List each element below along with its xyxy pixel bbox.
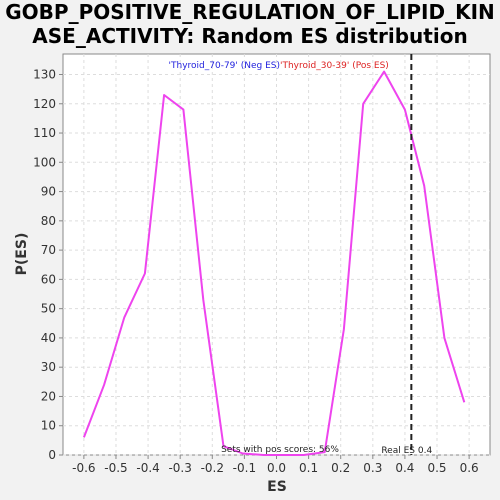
annotation-layer: Real ES 0.4 Sets with pos scores: 56% 'Thy… xyxy=(169,54,432,456)
y-axis-label: P(ES) xyxy=(14,233,30,276)
pos-scores-annotation: Sets with pos scores: 56% xyxy=(221,445,339,455)
x-tick-label: 0.0 xyxy=(267,461,286,475)
x-tick-label: 0.1 xyxy=(299,461,318,475)
y-tick-label: 10 xyxy=(41,419,56,433)
chart-title: GOBP_POSITIVE_REGULATION_OF_LIPID_KIN AS… xyxy=(0,0,500,48)
y-tick-label: 130 xyxy=(33,67,56,81)
y-tick-label: 20 xyxy=(41,389,56,403)
series-layer xyxy=(82,70,466,456)
legend-pos-es: 'Thyroid_30-39' (Pos ES) xyxy=(280,61,389,71)
x-axis: -0.6 -0.5 -0.4 -0.3 -0.2 -0.1 0.0 0.1 0.2 0.3 0.4 0… xyxy=(72,455,479,475)
chart-title-line-2: ASE_ACTIVITY: Random ES distribution xyxy=(32,24,468,48)
y-tick-label: 70 xyxy=(41,243,56,257)
x-tick-label: -0.3 xyxy=(168,461,191,475)
y-axis: 0 10 20 30 40 50 60 70 80 90 100 110 120 130 xyxy=(33,67,63,462)
y-tick-label: 120 xyxy=(33,97,56,111)
x-tick-label: 0.6 xyxy=(460,461,479,475)
y-tick-label: 90 xyxy=(41,185,56,199)
x-tick-label: 0.3 xyxy=(363,461,382,475)
x-tick-label: -0.4 xyxy=(136,461,159,475)
x-tick-label: -0.6 xyxy=(72,461,95,475)
y-tick-label: 110 xyxy=(33,126,56,140)
y-tick-label: 0 xyxy=(48,448,56,462)
chart-title-line-1: GOBP_POSITIVE_REGULATION_OF_LIPID_KIN xyxy=(5,0,495,24)
real-es-label: Real ES 0.4 xyxy=(381,446,432,456)
series-line xyxy=(82,70,466,456)
y-tick-label: 80 xyxy=(41,214,56,228)
y-tick-label: 40 xyxy=(41,331,56,345)
x-tick-label: 0.2 xyxy=(331,461,350,475)
y-tick-label: 50 xyxy=(41,302,56,316)
y-tick-label: 100 xyxy=(33,155,56,169)
x-tick-label: -0.5 xyxy=(104,461,127,475)
x-axis-label: ES xyxy=(267,479,287,495)
y-tick-label: 30 xyxy=(41,360,56,374)
y-tick-label: 60 xyxy=(41,272,56,286)
x-tick-label: -0.2 xyxy=(201,461,224,475)
x-tick-label: 0.5 xyxy=(427,461,446,475)
legend-neg-es: 'Thyroid_70-79' (Neg ES) xyxy=(169,61,280,71)
x-tick-label: 0.4 xyxy=(395,461,414,475)
x-tick-label: -0.1 xyxy=(233,461,256,475)
